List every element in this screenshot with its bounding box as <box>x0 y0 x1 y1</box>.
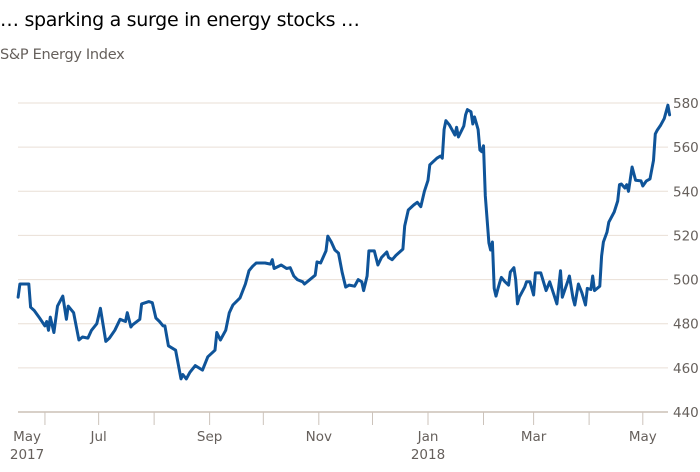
y-tick-label: 560 <box>673 140 699 156</box>
x-tick-label: Nov <box>306 429 332 445</box>
chart-subtitle: S&P Energy Index <box>0 47 125 63</box>
x-tick-label: Jan <box>417 429 439 445</box>
x-year-label: 2018 <box>411 447 445 463</box>
x-tick-label: Jul <box>89 429 106 445</box>
y-tick-label: 460 <box>673 361 699 377</box>
x-year-label: 2017 <box>10 447 44 463</box>
y-tick-label: 480 <box>673 317 699 333</box>
y-tick-label: 440 <box>673 405 699 421</box>
y-tick-label: 500 <box>673 273 699 289</box>
x-tick-label: Mar <box>521 429 547 445</box>
x-tick-label: May <box>629 429 657 445</box>
y-tick-label: 580 <box>673 96 699 112</box>
y-tick-label: 520 <box>673 228 699 244</box>
x-tick-label: May <box>13 429 41 445</box>
y-tick-label: 540 <box>673 184 699 200</box>
series-line <box>16 103 672 381</box>
x-tick-label: Sep <box>197 429 222 445</box>
chart-title: … sparking a surge in energy stocks … <box>0 9 360 31</box>
